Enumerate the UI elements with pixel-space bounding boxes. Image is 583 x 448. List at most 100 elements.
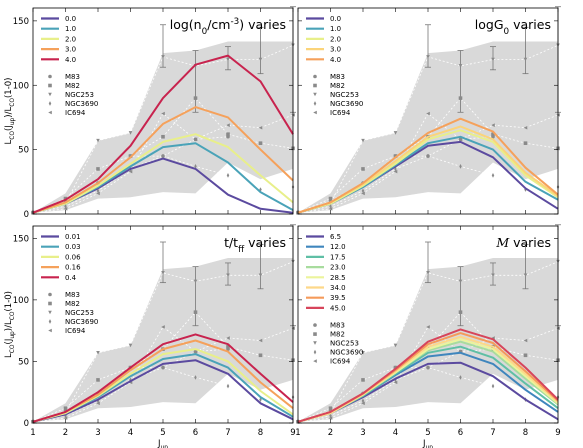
legend-entry: M83 [65,291,80,299]
legend-entry: 1.0 [330,25,341,33]
y-tick-label: 150 [13,234,29,244]
legend-marker [48,292,52,297]
marker-ic694 [328,416,333,420]
legend-entry: NGC253 [65,91,94,99]
legend-entry: NGC253 [330,340,359,348]
marker-ngc253 [193,279,198,284]
marker-ngc253 [491,57,495,62]
marker-m82 [458,96,463,100]
legend-entry: 45.0 [330,304,346,312]
observation-line-IC694 [297,112,559,214]
legend-entry: 0.0 [330,15,341,23]
x-tick-label: 9 [290,428,295,438]
observation-line-IC694 [32,112,294,214]
legend-marker [48,101,52,106]
marker-m82 [63,406,68,411]
marker-ic694 [226,336,230,340]
legend-marker [48,319,52,324]
marker-ngc253 [361,351,365,355]
marker-ic694 [96,191,100,196]
series-line-2.0 [297,129,559,214]
y-tick-label: 50 [18,357,29,367]
legend-marker [313,341,317,345]
legend-entry: 23.0 [330,264,346,272]
legend-entry: 0.0 [65,15,76,23]
legend-entry: 39.5 [330,294,346,302]
legend-entry: 0.16 [65,264,81,272]
marker-ngc3690 [361,398,365,404]
marker-ic694 [426,111,430,116]
legend-entry: M82 [330,82,345,90]
marker-ngc253 [258,57,263,62]
marker-ic694 [193,137,198,142]
y-tick-label: 0 [24,419,29,429]
marker-ngc3690 [161,365,165,370]
legend-entry: 1.0 [65,25,76,33]
legend-entry: NGC3690 [330,349,363,357]
marker-ic694 [523,125,528,130]
marker-ic694 [96,401,100,406]
x-tick-label: 5 [425,428,430,438]
marker-ngc3690 [226,383,230,389]
legend-entry: 2.0 [65,35,76,43]
panel-2: logG0 varies 0.0 1.0 2.0 3.0 4.0 M83M82NGC253N… [296,6,561,216]
legend-entry: NGC253 [330,91,359,99]
panel-4: 1 2 3 4 5 6 7 8 9 Jup M varies 6.5 12.0 17.5 23.0 28.5 3… [295,224,561,448]
marker-m82 [96,167,100,171]
legend-entry: IC694 [330,109,351,117]
marker-ngc253 [258,273,263,278]
marker-ngc253 [96,351,100,355]
x-tick-label: 8 [258,428,263,438]
legend-entry: 0.06 [65,253,81,261]
marker-m82 [193,310,198,314]
marker-ngc253 [393,343,398,348]
marker-ngc3690 [426,153,430,159]
legend-entry: 17.5 [330,253,346,261]
legend-marker [48,74,52,79]
legend-entry: 6.5 [330,233,341,241]
x-tick-label: 7 [225,428,230,438]
marker-ngc3690 [329,413,332,418]
marker-ngc3690 [96,398,100,404]
legend-entry: 0.4 [65,274,77,282]
x-axis-label: Jup [157,439,168,448]
marker-ngc253 [161,55,165,59]
legend-marker [313,323,317,327]
marker-ic694 [128,169,133,174]
marker-m82 [161,134,165,139]
series-line-0.01 [32,359,294,423]
x-tick-label: 4 [393,428,398,438]
legend-entry: 0.01 [65,233,81,241]
legend-entry: M82 [65,82,80,90]
y-tick-label: 50 [18,146,29,156]
marker-ngc253 [523,273,528,278]
marker-ngc253 [361,138,365,143]
legend-marker [313,83,317,88]
marker-m82 [328,196,333,201]
marker-ngc253 [393,131,398,135]
marker-ic694 [458,137,463,142]
marker-ic694 [491,123,495,127]
marker-ngc253 [523,57,528,62]
legend-entry: IC694 [330,358,351,366]
panel-title: M varies [495,235,551,250]
marker-ngc3690 [96,188,100,194]
legend-marker [313,101,317,106]
marker-m82 [523,141,528,145]
y-axis-label: LCO(Jup)/LCO(1-0) [4,78,16,145]
marker-ic694 [161,325,165,329]
observation-line-NGC3690 [32,155,294,214]
marker-ic694 [393,169,398,174]
legend-entry: M82 [330,331,345,339]
observation-line-M82 [32,311,294,423]
legend-entry: M83 [65,73,80,81]
legend-entry: IC694 [65,327,86,335]
x-tick-label: 8 [523,428,528,438]
legend-entry: 4.0 [65,56,76,64]
marker-m82 [361,167,365,171]
marker-m82 [258,141,263,145]
marker-ic694 [328,207,333,211]
marker-m82 [491,132,495,136]
legend-entry: 3.0 [330,46,341,54]
